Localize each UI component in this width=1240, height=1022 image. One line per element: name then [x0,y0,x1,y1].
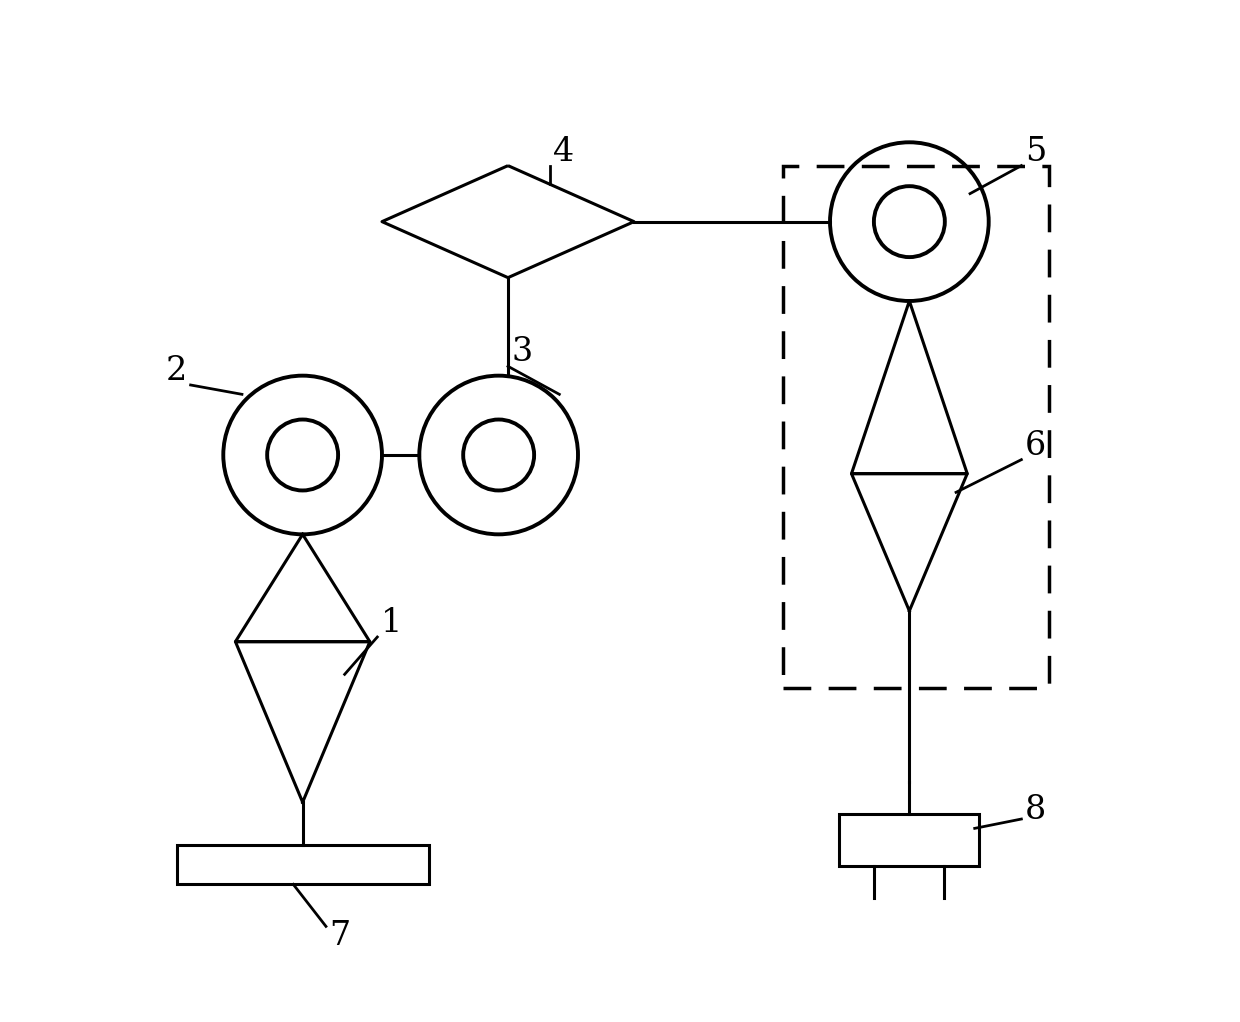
Text: 6: 6 [1024,429,1047,462]
Text: 2: 2 [166,355,187,387]
Text: 5: 5 [1024,136,1047,168]
Text: 4: 4 [553,136,574,168]
Bar [176,845,429,884]
Text: 7: 7 [330,920,351,951]
Bar [839,815,980,866]
Text: 8: 8 [1024,794,1047,826]
Text: 1: 1 [381,607,402,639]
Bar [784,166,1049,689]
Text: 3: 3 [511,336,533,368]
